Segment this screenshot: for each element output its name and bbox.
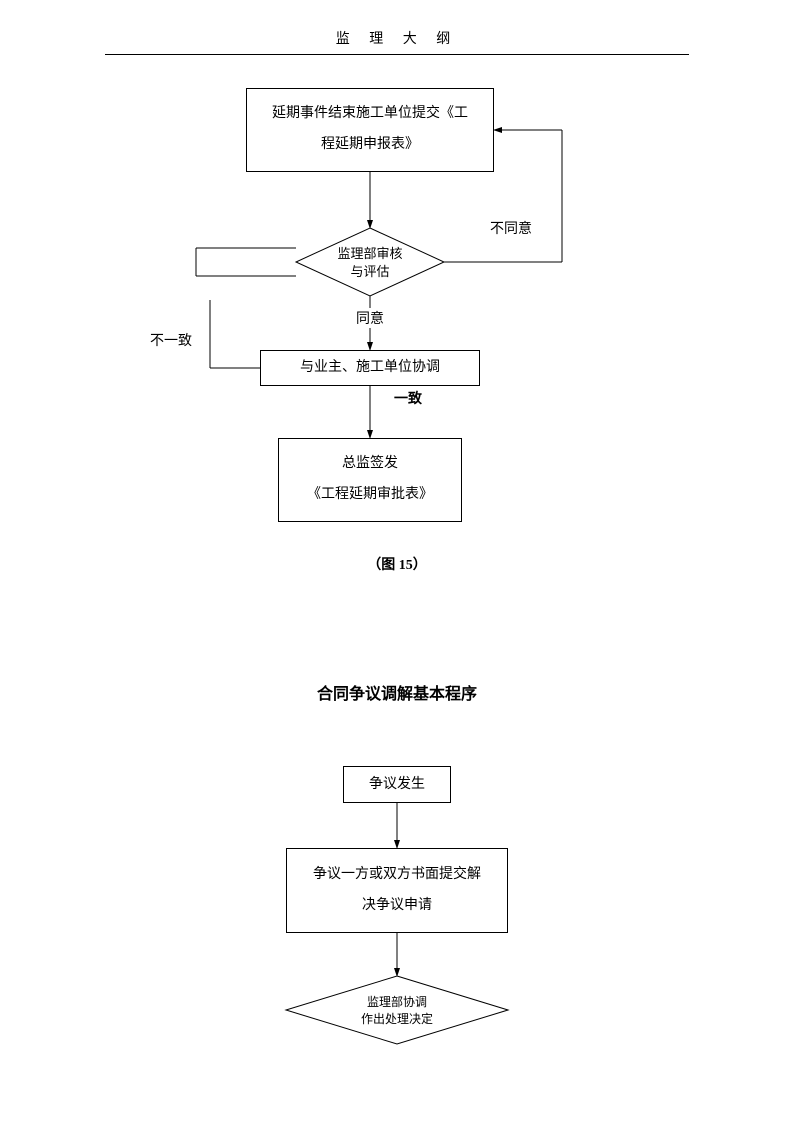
label-agree: 同意 xyxy=(356,308,384,328)
flow1-box1-line1: 延期事件结束施工单位提交《工 xyxy=(272,99,468,130)
flow1-box3-text: 与业主、施工单位协调 xyxy=(300,358,440,378)
flow1-box3: 与业主、施工单位协调 xyxy=(260,350,480,386)
flow2-box1-text: 争议发生 xyxy=(369,775,425,795)
flow1-box4: 总监签发 《工程延期审批表》 xyxy=(278,438,462,522)
flow1-box4-line2: 《工程延期审批表》 xyxy=(307,480,433,511)
flow1-diamond-line2: 与评估 xyxy=(310,263,430,281)
flow2-diamond-line2: 作出处理决定 xyxy=(337,1011,457,1028)
flow2-box2: 争议一方或双方书面提交解 决争议申请 xyxy=(286,848,508,933)
flow2-box2-line2: 决争议申请 xyxy=(362,891,432,922)
flow2-box1: 争议发生 xyxy=(343,766,451,803)
flow1-box4-line1: 总监签发 xyxy=(342,449,398,480)
label-consistent: 一致 xyxy=(394,388,422,408)
flow1-box1: 延期事件结束施工单位提交《工 程延期申报表》 xyxy=(246,88,494,172)
flow2-diamond-text: 监理部协调 作出处理决定 xyxy=(337,994,457,1028)
label-disagree: 不同意 xyxy=(490,218,532,238)
label-inconsistent: 不一致 xyxy=(150,330,192,350)
flow1-caption: （图 15） xyxy=(0,554,794,574)
flow2-box2-line1: 争议一方或双方书面提交解 xyxy=(313,860,481,891)
flow1-box1-line2: 程延期申报表》 xyxy=(321,130,419,161)
flow1-diamond-line1: 监理部审核 xyxy=(310,245,430,263)
flow1-diamond-text: 监理部审核 与评估 xyxy=(310,245,430,281)
flow2-diamond-line1: 监理部协调 xyxy=(337,994,457,1011)
flow2-title: 合同争议调解基本程序 xyxy=(0,680,794,704)
